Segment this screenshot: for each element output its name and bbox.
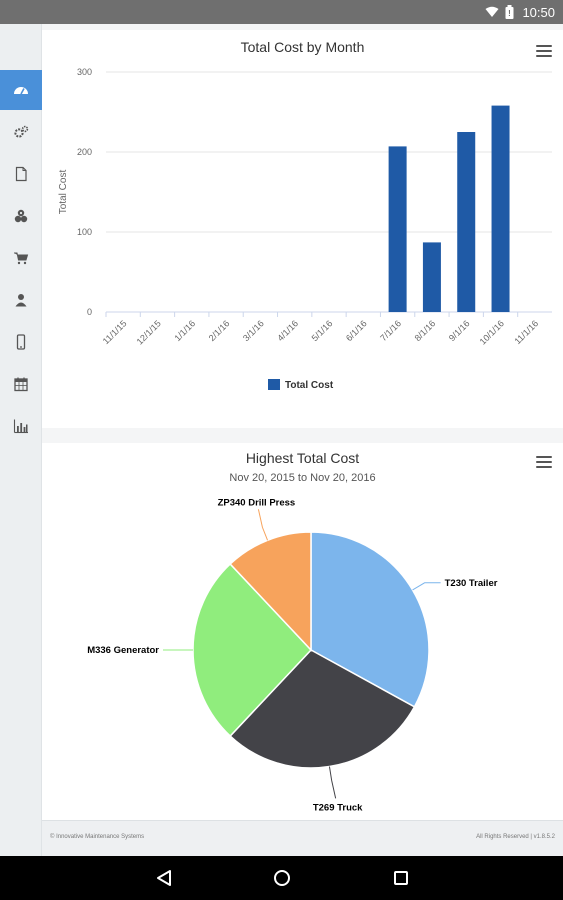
bar[interactable] [422, 242, 441, 312]
footer-copyright: © Innovative Maintenance Systems [50, 834, 145, 840]
gears-icon [14, 125, 29, 138]
pie-chart-menu-button[interactable] [536, 456, 552, 470]
clock: 10:50 [522, 4, 555, 20]
x-tick-label: 2/1/16 [207, 318, 232, 343]
footer: © Innovative Maintenance Systems All Rig… [42, 820, 563, 856]
pie-label: T230 Trailer [445, 578, 498, 589]
sidebar-item-purchasing[interactable] [0, 238, 42, 278]
bar-chart-panel: Total Cost by Month 0 100 200 300 Total Cost… [42, 30, 563, 428]
x-tick-label: 1/1/16 [172, 318, 197, 343]
hamburger-icon-bar [536, 55, 552, 57]
y-tick-label: 100 [77, 227, 92, 237]
x-tick-label: 8/1/16 [413, 318, 438, 343]
navigation-bar [0, 856, 563, 900]
main-content: Total Cost by Month 0 100 200 300 Total Cost… [42, 24, 563, 856]
y-tick-label: 200 [77, 147, 92, 157]
legend-swatch [268, 379, 280, 390]
pie-chart-panel: Highest Total Cost Nov 20, 2015 to Nov 2… [42, 443, 563, 821]
hamburger-icon-bar [536, 466, 552, 468]
x-tick-label: 11/1/15 [101, 318, 129, 346]
y-tick-label: 300 [77, 67, 92, 77]
x-tick-label: 12/1/15 [135, 318, 163, 346]
status-bar: ! 10:50 [0, 0, 563, 24]
wifi-icon [485, 6, 499, 17]
tools-icon [14, 209, 28, 223]
sidebar-item-documents[interactable] [0, 154, 42, 194]
cart-icon [14, 252, 29, 265]
sidebar-item-users[interactable] [0, 280, 42, 320]
svg-text:!: ! [509, 9, 512, 18]
x-tick-label: 10/1/16 [478, 318, 506, 346]
bar-chart-title: Total Cost by Month [240, 39, 365, 55]
x-tick-label: 11/1/16 [512, 318, 540, 346]
sidebar-item-assets[interactable] [0, 112, 42, 152]
document-icon [15, 166, 27, 182]
sidebar-item-tools[interactable] [0, 196, 42, 236]
battery-icon: ! [505, 5, 514, 19]
pie-chart-title: Highest Total Cost [245, 450, 360, 466]
sidebar-item-reports[interactable] [0, 406, 42, 446]
x-tick-label: 3/1/16 [241, 318, 266, 343]
dashboard-icon [14, 87, 28, 95]
bar[interactable] [457, 132, 476, 312]
y-tick-label: 0 [87, 307, 92, 317]
x-tick-label: 5/1/16 [310, 318, 335, 343]
x-tick-label: 4/1/16 [275, 318, 300, 343]
user-icon [15, 294, 27, 307]
x-tick-label: 9/1/16 [447, 318, 472, 343]
legend-label: Total Cost [285, 380, 334, 391]
calendar-icon [14, 377, 28, 392]
sidebar-item-calendar[interactable] [0, 364, 42, 404]
recents-icon [394, 871, 408, 885]
bar-legend[interactable]: Total Cost [268, 379, 334, 391]
hamburger-icon [536, 45, 552, 47]
pie-label: ZP340 Drill Press [218, 497, 296, 508]
hamburger-icon-bar [536, 50, 552, 52]
recents-button[interactable] [389, 866, 413, 890]
hamburger-icon [536, 456, 552, 458]
home-icon [274, 870, 290, 886]
home-button[interactable] [270, 866, 294, 890]
bar-chart-icon [13, 419, 28, 434]
sidebar-item-mobile[interactable] [0, 322, 42, 362]
pie-chart-subtitle: Nov 20, 2015 to Nov 20, 2016 [229, 472, 376, 484]
pie-chart: T230 Trailer T269 Truck M336 Generator ZP34… [87, 497, 498, 813]
sidebar-item-dashboard[interactable] [0, 70, 42, 110]
pie-leader-line [328, 766, 337, 799]
bar[interactable] [388, 146, 407, 312]
x-tick-label: 6/1/16 [344, 318, 369, 343]
bar-chart-menu-button[interactable] [536, 45, 552, 59]
x-tick-label: 7/1/16 [378, 318, 403, 343]
y-axis-label: Total Cost [58, 170, 69, 215]
footer-rights: All Rights Reserved | v1.8.5.2 [476, 834, 555, 840]
mobile-icon [16, 334, 26, 350]
pie-label: M336 Generator [87, 645, 159, 656]
bar[interactable] [491, 105, 510, 312]
hamburger-icon-bar [536, 461, 552, 463]
pie-label: T269 Truck [313, 802, 363, 813]
pie-slice[interactable] [310, 531, 430, 708]
sidebar [0, 24, 42, 856]
pie-leader-line [257, 509, 269, 541]
pie-slice[interactable] [229, 649, 416, 769]
bar-chart: 0 100 200 300 Total Cost 11/1/15 12/1/15 1/1/16… [58, 67, 552, 391]
pie-leader-line [412, 582, 441, 591]
back-button[interactable] [152, 866, 176, 890]
back-icon [157, 870, 171, 886]
